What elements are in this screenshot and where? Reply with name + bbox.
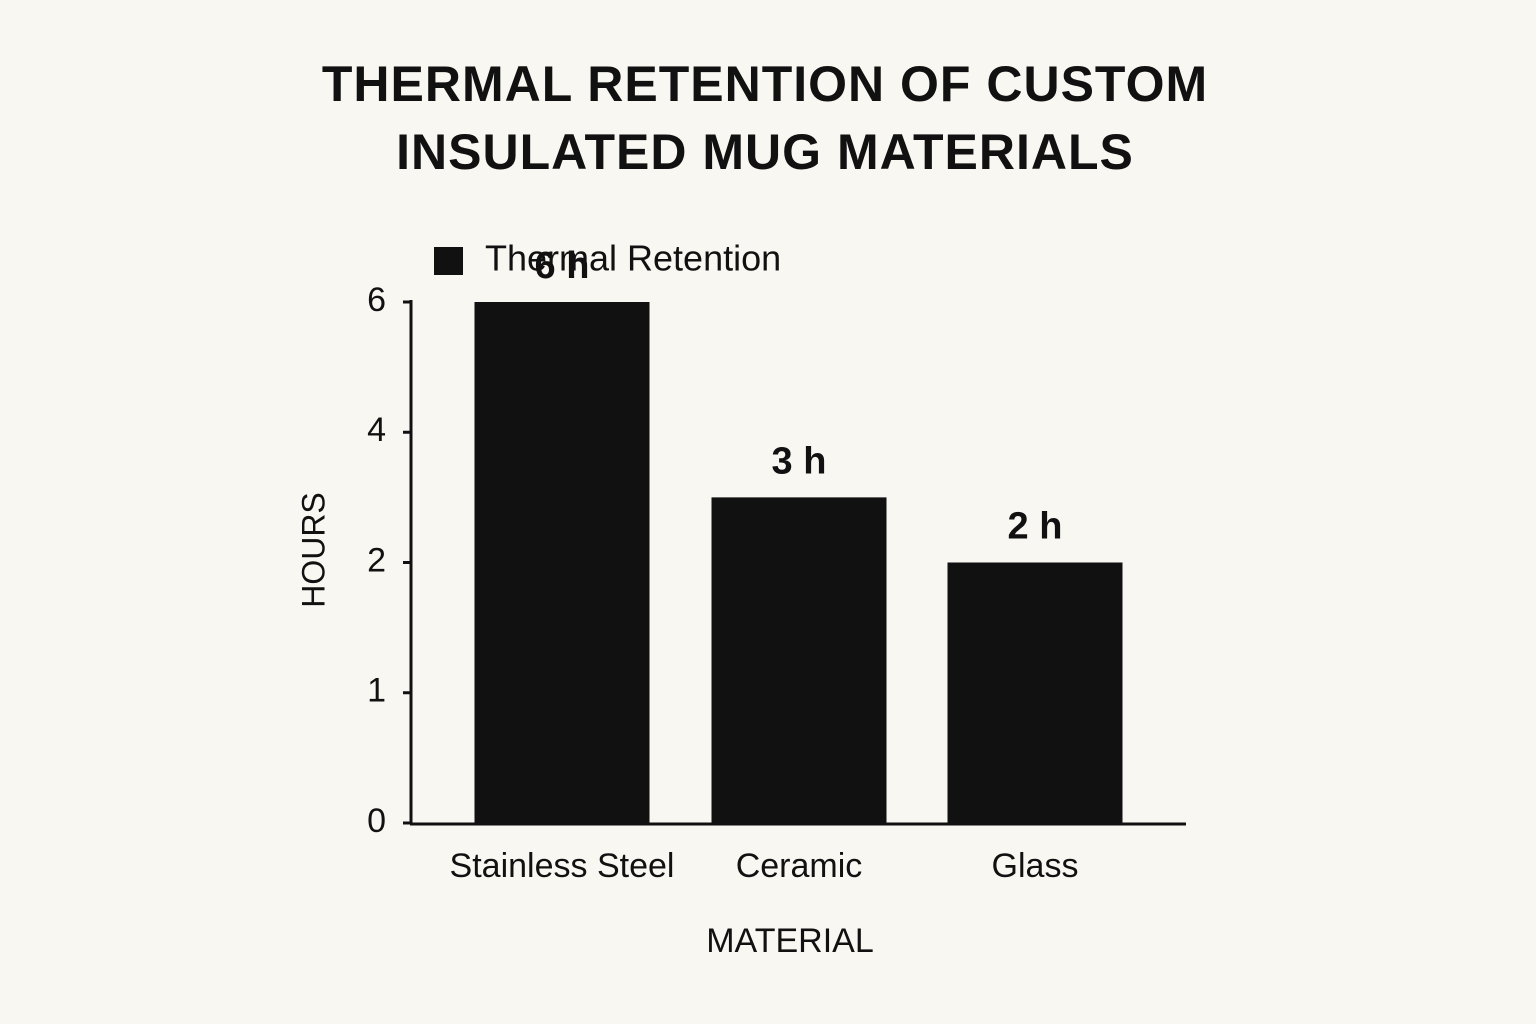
y-tick-label: 0 [367, 802, 386, 840]
y-axis-title: HOURS [295, 492, 331, 608]
bar [947, 562, 1123, 823]
y-tick-label: 2 [367, 541, 386, 579]
bar [474, 302, 650, 823]
y-tick-label: 1 [367, 672, 386, 710]
x-axis-title: MATERIAL [706, 922, 874, 960]
x-tick-label: Glass [992, 847, 1079, 885]
chart-title: THERMAL RETENTION OF CUSTOM INSULATED MU… [321, 56, 1209, 180]
x-tick-label: Stainless Steel [450, 847, 675, 885]
y-tick-label: 6 [367, 281, 386, 319]
y-tick-label: 4 [367, 411, 386, 449]
bar [711, 497, 887, 823]
value-label: 6 h [535, 245, 590, 287]
x-tick-label: Ceramic [736, 847, 863, 885]
legend-swatch [434, 247, 463, 275]
value-label: 3 h [772, 440, 827, 482]
legend-label: Thermal Retention [485, 238, 781, 279]
value-label: 2 h [1008, 506, 1063, 548]
